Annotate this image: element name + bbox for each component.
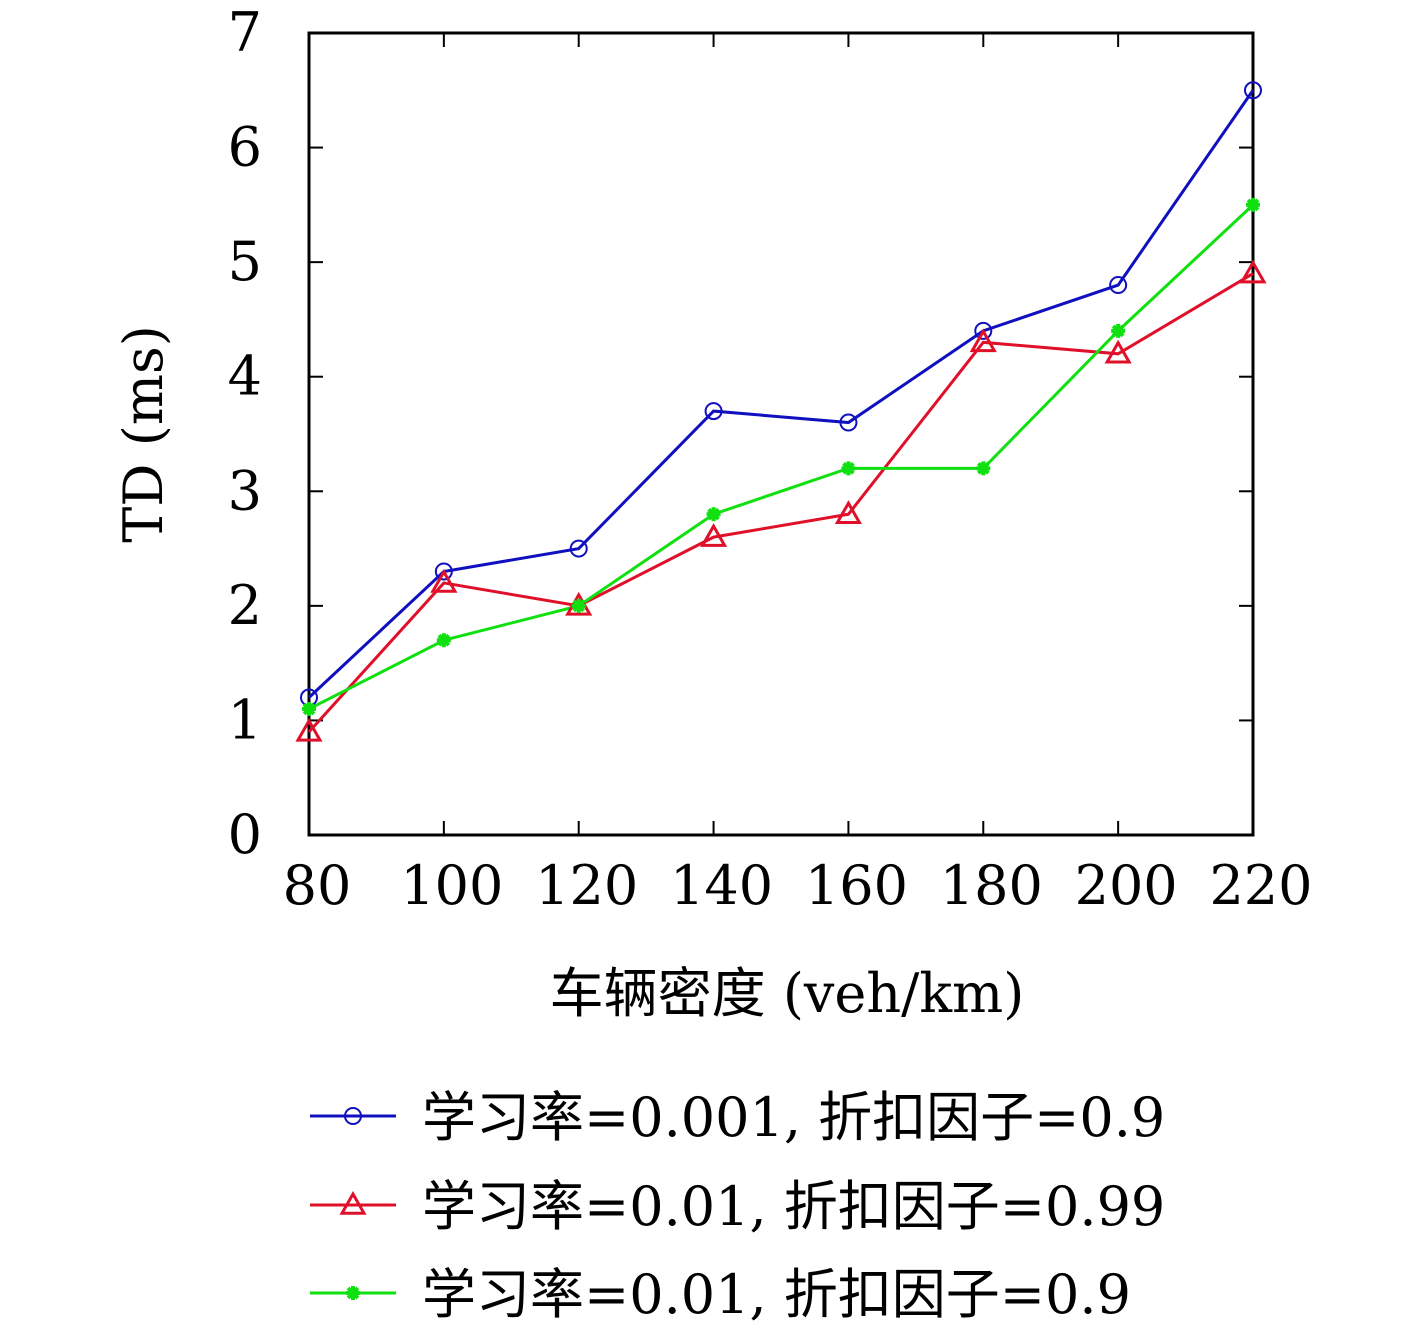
y-tick-label: 7: [228, 1, 262, 64]
y-axis: 0 1 2 3 4 5 6 7: [228, 1, 1253, 866]
legend-entry: 学习率=0.01, 折扣因子=0.9: [422, 1263, 1131, 1326]
y-tick-label: 5: [228, 230, 262, 293]
data-point: [1109, 276, 1128, 295]
x-tick-label: 160: [805, 854, 908, 917]
y-tick-label: 2: [228, 574, 262, 637]
y-tick-label: 4: [228, 345, 262, 408]
data-point: [1104, 339, 1132, 364]
x-tick-label: 180: [940, 854, 1043, 917]
data-point: [569, 539, 588, 558]
x-tick-label: 140: [670, 854, 773, 917]
data-point: [339, 1190, 367, 1215]
y-tick-label: 3: [228, 459, 262, 522]
data-point: [839, 413, 858, 432]
data-point: [571, 598, 586, 613]
data-point: [706, 507, 721, 522]
data-point: [434, 562, 453, 581]
series-line: [307, 89, 1255, 699]
series-line: [307, 272, 1254, 733]
x-tick-label: 220: [1209, 854, 1312, 917]
y-tick-label: 1: [228, 688, 262, 751]
legend: 学习率=0.001, 折扣因子=0.9 学习率=0.01, 折扣因子=0.99 学习…: [310, 1086, 1165, 1326]
data-point: [1111, 323, 1126, 338]
data-point: [302, 701, 316, 716]
data-point: [699, 523, 728, 547]
data-point: [834, 500, 863, 524]
y-tick-label: 0: [228, 803, 262, 866]
data-point: [969, 328, 997, 353]
data-point: [346, 1286, 360, 1300]
data-point: [704, 402, 723, 421]
data-point: [1246, 197, 1260, 212]
x-axis-title: 车辆密度 (veh/km): [550, 962, 1025, 1025]
data-point: [841, 461, 856, 476]
data-point: [1244, 81, 1262, 100]
data-point: [1239, 259, 1267, 284]
x-axis: 80 100 120 140 160 180 200 220: [283, 33, 1313, 917]
legend-entry: 学习率=0.001, 折扣因子=0.9: [422, 1086, 1165, 1149]
data-point: [974, 321, 993, 340]
data-point: [344, 1107, 362, 1125]
data-point: [976, 461, 991, 476]
legend-entry: 学习率=0.01, 折扣因子=0.99: [422, 1175, 1165, 1238]
x-tick-label: 120: [535, 854, 638, 917]
y-tick-label: 6: [228, 116, 262, 179]
x-tick-label: 200: [1075, 854, 1178, 917]
series-line: [308, 203, 1255, 711]
y-axis-title: TD (ms): [112, 325, 175, 543]
data-point: [436, 633, 451, 648]
data-point: [430, 568, 458, 593]
x-tick-label: 100: [400, 854, 503, 917]
series-layer: [295, 81, 1267, 742]
plot-frame: [307, 31, 1255, 837]
data-point: [295, 717, 323, 742]
x-tick-label: 80: [283, 854, 352, 917]
